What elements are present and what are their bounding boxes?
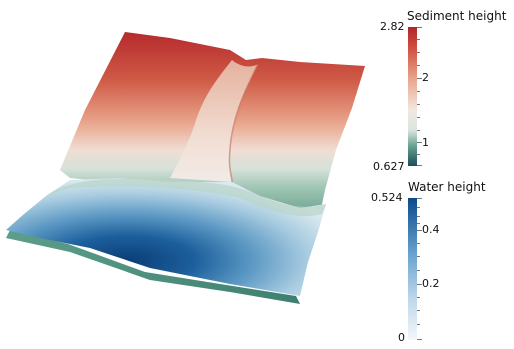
sediment-max-label: 2.82 bbox=[380, 20, 405, 33]
sediment-tick-1: 1 bbox=[422, 136, 429, 149]
sediment-channel bbox=[170, 60, 258, 182]
water-colorbar bbox=[408, 198, 417, 340]
sediment-ticks bbox=[417, 27, 422, 166]
water-surface bbox=[6, 178, 326, 296]
water-max-label: 0.524 bbox=[371, 191, 403, 204]
sediment-legend-title: Sediment height bbox=[407, 9, 507, 23]
sediment-tick-2: 2 bbox=[422, 71, 429, 84]
water-legend-title: Water height bbox=[408, 180, 486, 194]
shoreline-band bbox=[46, 178, 326, 217]
water-tick-0-2: 0.2 bbox=[422, 277, 440, 290]
water-tick-0-4: 0.4 bbox=[422, 223, 440, 236]
sediment-min-label: 0.627 bbox=[373, 160, 405, 173]
water-min-label: 0 bbox=[398, 331, 405, 344]
water-base-layer bbox=[6, 230, 300, 304]
sediment-colorbar bbox=[408, 27, 417, 166]
water-ticks bbox=[417, 198, 422, 340]
